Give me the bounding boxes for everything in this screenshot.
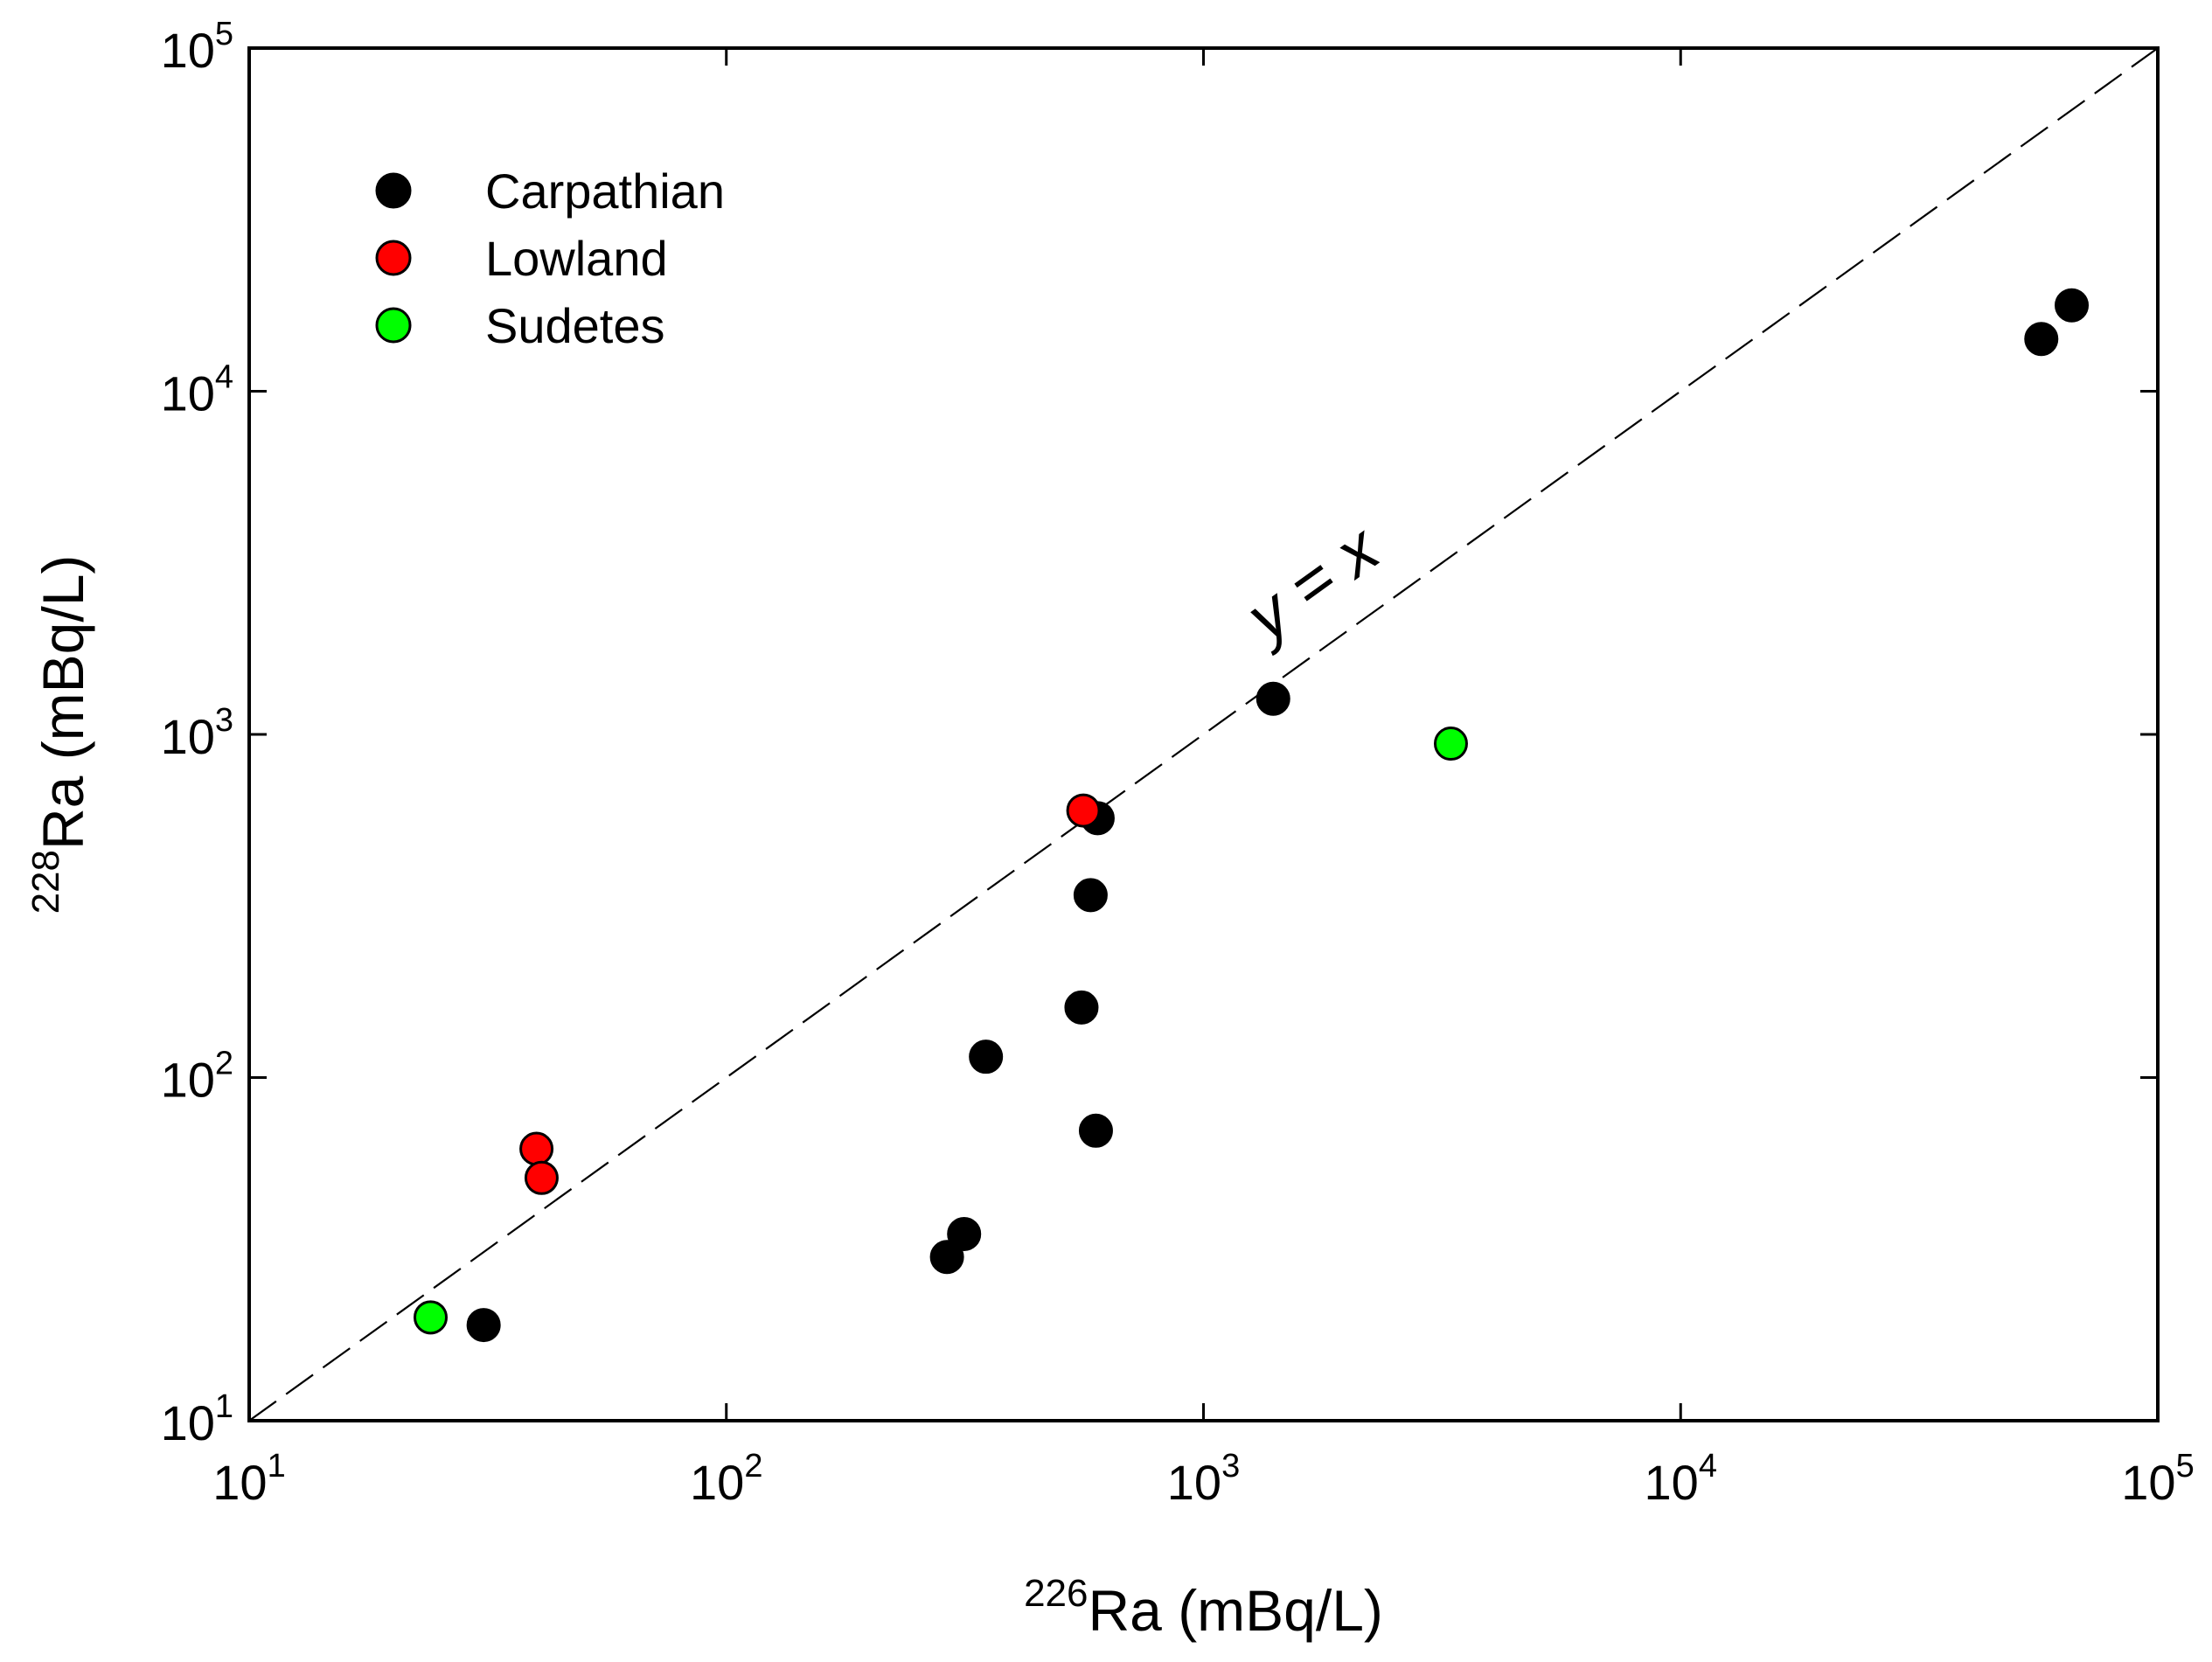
data-points xyxy=(414,288,2090,1343)
legend-marker-lowland xyxy=(375,240,412,276)
data-point-lowland xyxy=(1066,793,1101,828)
y-tick-label: 101 xyxy=(161,1388,233,1450)
data-point-carpathian xyxy=(1256,681,1290,716)
data-point-carpathian xyxy=(1078,1113,1113,1148)
x-axis-title: 226Ra (mBq/L) xyxy=(1024,1572,1383,1643)
x-tick-label: 101 xyxy=(212,1448,285,1510)
legend-label-sudetes: Sudetes xyxy=(485,298,665,353)
data-point-carpathian xyxy=(947,1216,982,1251)
y-axis-title-text: Ra (mBq/L) xyxy=(31,555,95,850)
x-tick-label-base: 10 xyxy=(1167,1455,1221,1510)
y-tick-label-base: 10 xyxy=(161,23,215,78)
y-tick-label-exponent: 3 xyxy=(215,702,233,739)
data-point-carpathian xyxy=(2024,322,2059,357)
y-tick-label-base: 10 xyxy=(161,366,215,421)
y-axis-title: 228Ra (mBq/L) xyxy=(24,555,95,914)
y-tick-label: 104 xyxy=(161,359,233,421)
data-point-carpathian xyxy=(1073,878,1108,913)
x-tick-label: 104 xyxy=(1645,1448,1717,1510)
y-axis-title-isotope: 228 xyxy=(24,850,67,914)
x-tick-label: 102 xyxy=(690,1448,762,1510)
y-tick-label: 105 xyxy=(161,16,233,78)
y-tick-label-exponent: 4 xyxy=(215,359,233,396)
x-tick-label-exponent: 5 xyxy=(2176,1448,2195,1485)
legend-marker-sudetes xyxy=(375,307,412,344)
x-tick-label: 103 xyxy=(1167,1448,1240,1510)
x-tick-label-base: 10 xyxy=(690,1455,744,1510)
legend-label-carpathian: Carpathian xyxy=(485,163,725,219)
x-tick-label-exponent: 4 xyxy=(1699,1448,1717,1485)
x-tick-label: 105 xyxy=(2121,1448,2194,1510)
y-tick-label: 102 xyxy=(161,1046,233,1108)
x-tick-label-base: 10 xyxy=(1645,1455,1699,1510)
data-point-carpathian xyxy=(466,1308,501,1343)
data-point-sudetes xyxy=(1433,727,1468,761)
y-tick-label-base: 10 xyxy=(161,1395,215,1450)
x-tick-label-exponent: 3 xyxy=(1221,1448,1240,1485)
reference-line-y-equals-x xyxy=(248,47,2159,1422)
x-tick-label-exponent: 2 xyxy=(744,1448,762,1485)
data-point-carpathian xyxy=(2055,288,2090,323)
data-point-lowland xyxy=(519,1131,554,1166)
x-axis-title-isotope: 226 xyxy=(1024,1572,1088,1615)
data-point-carpathian xyxy=(969,1040,1004,1074)
legend: Carpathian Lowland Sudetes xyxy=(375,163,725,353)
x-tick-label-exponent: 1 xyxy=(268,1448,286,1485)
data-point-lowland xyxy=(524,1160,559,1195)
data-point-carpathian xyxy=(929,1240,964,1275)
legend-label-lowland: Lowland xyxy=(485,231,668,286)
x-axis-title-text: Ra (mBq/L) xyxy=(1089,1578,1383,1643)
x-tick-label-base: 10 xyxy=(212,1455,267,1510)
legend-marker-carpathian xyxy=(375,172,412,209)
data-point-sudetes xyxy=(414,1300,449,1335)
y-tick-label: 103 xyxy=(161,702,233,764)
y-tick-label-exponent: 2 xyxy=(215,1046,233,1082)
y-tick-label-exponent: 5 xyxy=(215,16,233,52)
x-tick-label-base: 10 xyxy=(2121,1455,2175,1510)
y-tick-label-base: 10 xyxy=(161,709,215,764)
y-tick-label-exponent: 1 xyxy=(215,1388,233,1425)
y-tick-label-base: 10 xyxy=(161,1053,215,1108)
data-point-carpathian xyxy=(1064,990,1099,1025)
